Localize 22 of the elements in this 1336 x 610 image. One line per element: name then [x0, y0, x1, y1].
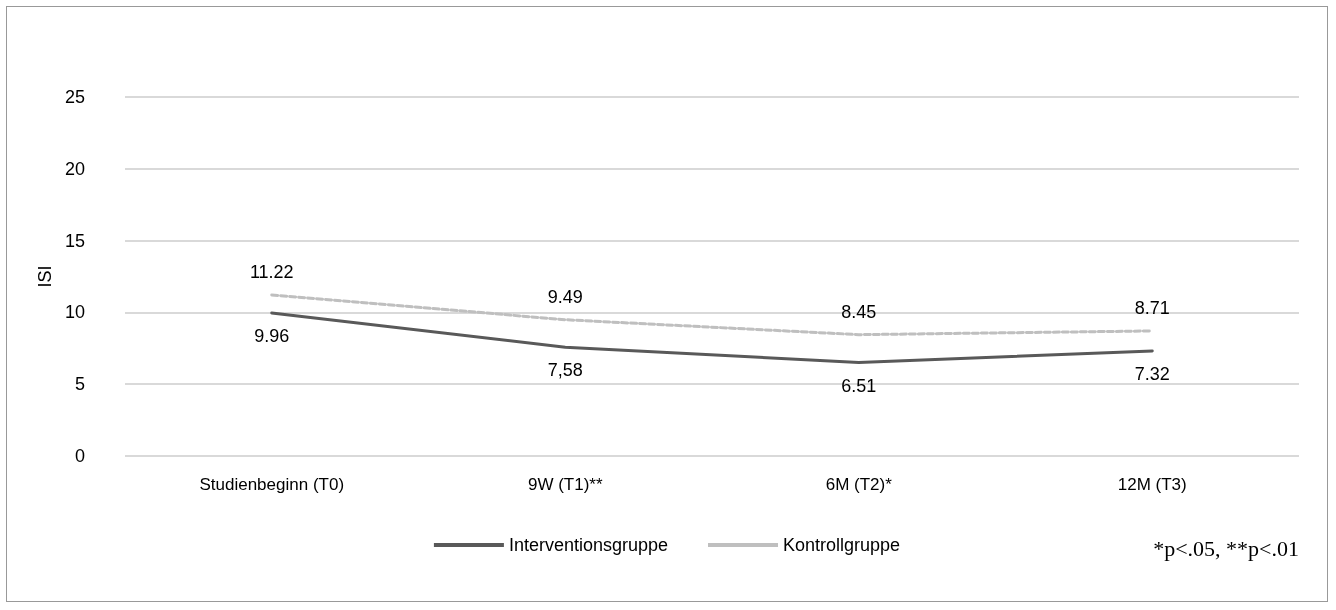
- y-axis-title: ISI: [35, 265, 56, 288]
- x-tick-label: 12M (T3): [1117, 475, 1187, 494]
- data-label: 9.96: [254, 325, 290, 346]
- x-tick-label: Studienbeginn (T0): [199, 475, 345, 494]
- data-label: 8.71: [1134, 297, 1170, 318]
- data-label: 8.45: [841, 301, 877, 322]
- y-tick-label: 5: [74, 374, 85, 395]
- data-label: 9.49: [547, 286, 583, 307]
- data-label: 6.51: [841, 375, 877, 396]
- x-tick-label: 6M (T2)*: [825, 475, 893, 494]
- data-label: 11.22: [249, 261, 294, 282]
- data-label: 7,58: [547, 360, 583, 381]
- legend-label: Kontrollgruppe: [783, 535, 901, 555]
- x-tick-label: 9W (T1)**: [527, 475, 603, 494]
- data-label: 7.32: [1134, 363, 1170, 384]
- legend-label: Interventionsgruppe: [508, 535, 669, 555]
- text: *p<.05, **p<.01: [1153, 535, 1300, 561]
- y-tick-label: 25: [64, 87, 85, 107]
- y-tick-label: 15: [64, 230, 85, 251]
- y-tick-label: 20: [64, 158, 85, 179]
- y-tick-label: 0: [74, 446, 85, 466]
- y-tick-label: 10: [64, 302, 85, 323]
